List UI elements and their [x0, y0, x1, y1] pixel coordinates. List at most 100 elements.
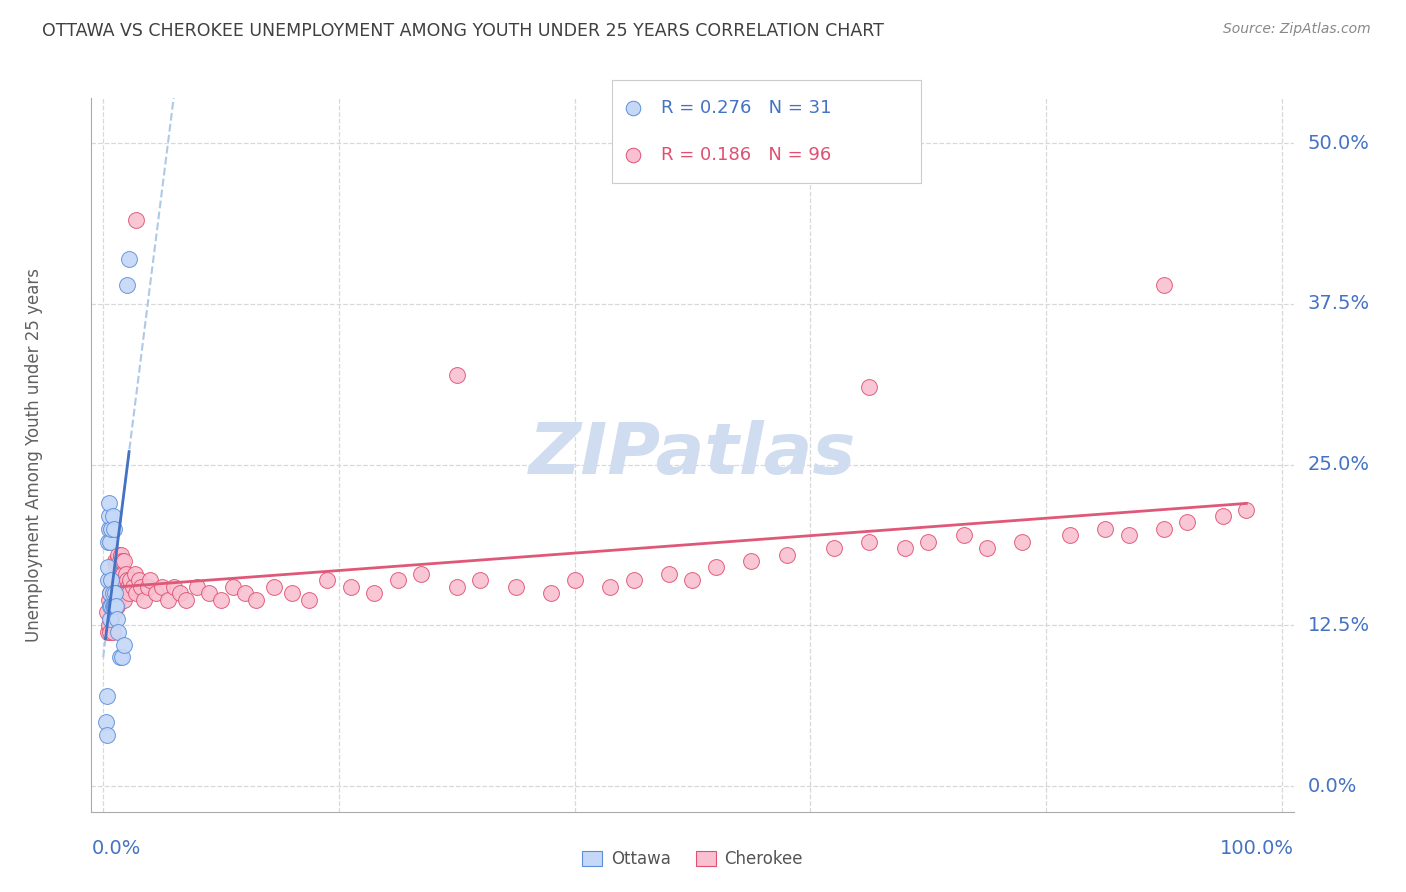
Text: 0.0%: 0.0% — [91, 839, 141, 858]
Point — [186, 580, 208, 594]
Point — [117, 580, 139, 594]
Point — [174, 592, 197, 607]
Point — [112, 554, 135, 568]
Point — [108, 650, 131, 665]
Point — [339, 580, 361, 594]
Point — [101, 599, 124, 613]
Point — [120, 574, 142, 588]
Point — [97, 560, 120, 574]
Point — [129, 580, 152, 594]
Point — [1212, 508, 1234, 523]
Point — [98, 586, 121, 600]
Point — [952, 528, 974, 542]
Point — [446, 368, 468, 382]
Point — [98, 624, 121, 639]
Point — [112, 566, 135, 581]
Point — [100, 612, 122, 626]
Point — [101, 599, 124, 613]
Point — [156, 592, 179, 607]
Point — [111, 580, 134, 594]
Point — [98, 522, 121, 536]
Point — [108, 580, 131, 594]
Point — [263, 580, 285, 594]
Point — [103, 599, 125, 613]
Point — [893, 541, 915, 556]
Point — [112, 592, 135, 607]
Text: 12.5%: 12.5% — [1308, 615, 1369, 635]
Point — [110, 548, 132, 562]
Point — [115, 574, 138, 588]
Point — [114, 566, 136, 581]
Point — [97, 534, 120, 549]
Point — [105, 612, 128, 626]
Point — [100, 599, 122, 613]
Point — [1094, 522, 1116, 536]
Point — [470, 574, 492, 588]
Point — [97, 574, 120, 588]
Point — [1153, 522, 1175, 536]
Point — [136, 580, 159, 594]
Point — [101, 580, 124, 594]
Point — [505, 580, 527, 594]
Point — [198, 586, 221, 600]
Point — [107, 566, 129, 581]
Point — [105, 599, 128, 613]
Point — [823, 541, 845, 556]
Point — [125, 213, 148, 227]
Point — [1153, 277, 1175, 292]
Point — [105, 586, 128, 600]
Point — [107, 548, 129, 562]
Point — [103, 522, 125, 536]
Point — [316, 574, 339, 588]
Point — [100, 522, 122, 536]
Point — [976, 541, 998, 556]
Point — [621, 101, 644, 115]
Point — [776, 548, 799, 562]
Point — [100, 574, 122, 588]
Text: 100.0%: 100.0% — [1219, 839, 1294, 858]
Point — [100, 574, 122, 588]
Text: ZIPatlas: ZIPatlas — [529, 420, 856, 490]
Point — [111, 650, 134, 665]
Point — [110, 574, 132, 588]
Point — [98, 496, 121, 510]
Point — [740, 554, 762, 568]
Point — [108, 554, 131, 568]
Point — [96, 689, 118, 703]
Point — [125, 586, 148, 600]
Point — [104, 586, 127, 600]
Point — [128, 574, 150, 588]
Point — [1177, 516, 1199, 530]
Text: 50.0%: 50.0% — [1308, 134, 1369, 153]
Point — [98, 599, 121, 613]
Legend: Ottawa, Cherokee: Ottawa, Cherokee — [576, 844, 808, 875]
Text: Source: ZipAtlas.com: Source: ZipAtlas.com — [1223, 22, 1371, 37]
Point — [411, 566, 433, 581]
Point — [1234, 502, 1257, 516]
Point — [105, 599, 128, 613]
Point — [94, 714, 117, 729]
Point — [681, 574, 703, 588]
Point — [145, 586, 167, 600]
Point — [139, 574, 162, 588]
Point — [704, 560, 727, 574]
Point — [124, 566, 146, 581]
Point — [98, 612, 121, 626]
Point — [134, 592, 156, 607]
Point — [112, 638, 135, 652]
Point — [104, 554, 127, 568]
Point — [1011, 534, 1033, 549]
Point — [564, 574, 586, 588]
Text: 25.0%: 25.0% — [1308, 455, 1369, 474]
Point — [107, 592, 129, 607]
Point — [98, 508, 121, 523]
Point — [233, 586, 256, 600]
Point — [917, 534, 939, 549]
Point — [298, 592, 321, 607]
Point — [101, 586, 124, 600]
Point — [540, 586, 562, 600]
Text: 37.5%: 37.5% — [1308, 294, 1369, 313]
Point — [209, 592, 232, 607]
Point — [101, 624, 124, 639]
Text: R = 0.186   N = 96: R = 0.186 N = 96 — [661, 146, 831, 164]
